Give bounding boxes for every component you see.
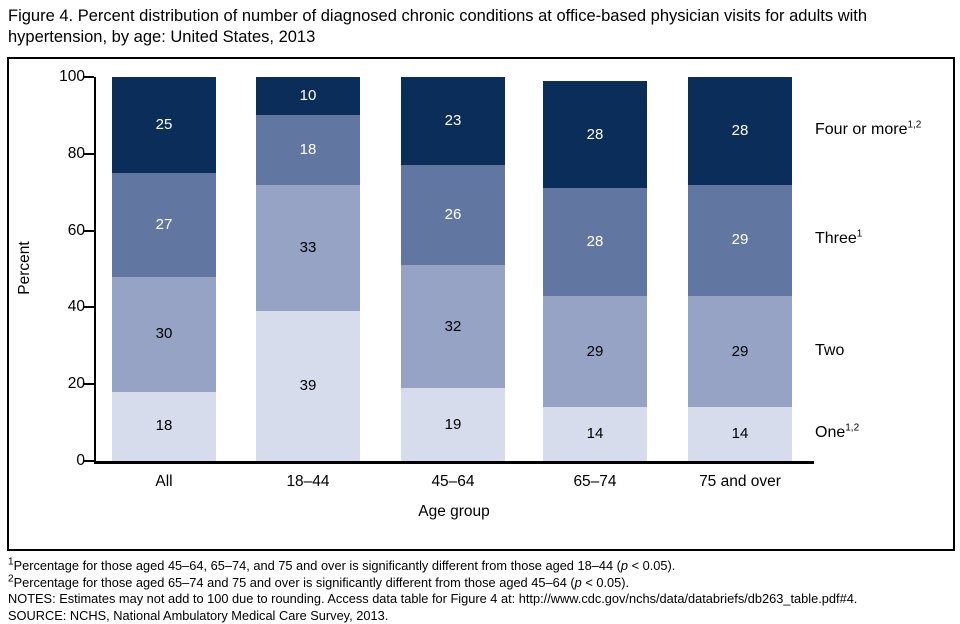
- footnote-run: Percentage for those aged 65–74 and 75 a…: [13, 574, 575, 590]
- y-tick-mark: [84, 306, 94, 309]
- figure-title: Figure 4. Percent distribution of number…: [8, 7, 868, 46]
- footnote-line: SOURCE: NCHS, National Ambulatory Medica…: [8, 608, 954, 624]
- bar-value-label: 33: [299, 238, 317, 256]
- x-axis-line: [94, 461, 814, 464]
- bar-value-label: 29: [731, 231, 749, 249]
- footnote-run: p: [574, 574, 582, 590]
- footnote-run: NOTES: Estimates may not add to 100 due …: [8, 591, 858, 606]
- bar-value-label: 18: [299, 140, 317, 158]
- bar-segment: 18: [112, 391, 216, 461]
- legend-text: Three: [815, 230, 857, 248]
- bar-value-label: 18: [155, 417, 173, 435]
- bar-segment: 19: [401, 388, 505, 461]
- y-tick-label: 80: [67, 144, 85, 162]
- bar-segment: 26: [401, 165, 505, 266]
- footnote-run: < 0.05).: [581, 574, 630, 590]
- x-tick-label: All: [155, 473, 173, 490]
- bar-segment: 28: [543, 188, 647, 296]
- legend-label: Two: [815, 342, 844, 360]
- y-tick-label: 60: [67, 221, 85, 239]
- y-tick-label: 20: [67, 375, 85, 393]
- chart-frame: Percent Age group 0 20 40 60 80 100 18 30 27 25 Al…: [7, 57, 955, 551]
- y-tick-label: 40: [67, 298, 85, 316]
- y-tick-mark: [84, 229, 94, 232]
- bar-segment: 28: [688, 77, 792, 185]
- x-tick-label: 75 and over: [699, 473, 781, 490]
- bar-segment: 10: [256, 77, 360, 116]
- bar-segment: 30: [112, 276, 216, 392]
- y-tick-label: 0: [76, 452, 85, 469]
- x-tick-label: 18–44: [286, 473, 330, 490]
- legend-text: Four or more: [815, 120, 908, 138]
- bar-segment: 33: [256, 184, 360, 312]
- footnote-run: 2: [8, 573, 14, 585]
- x-tick-label: 45–64: [431, 473, 475, 490]
- footnote-run: SOURCE: NCHS, National Ambulatory Medica…: [8, 607, 389, 623]
- bar-segment: 29: [543, 295, 647, 408]
- bar-value-label: 39: [299, 377, 317, 395]
- bar-value-label: 30: [155, 325, 173, 343]
- legend-text: One: [815, 424, 846, 442]
- y-tick-mark: [84, 76, 94, 78]
- bar-value-label: 27: [155, 215, 173, 233]
- footnote-run: < 0.05).: [628, 558, 676, 573]
- bar-value-label: 14: [731, 425, 749, 443]
- legend-label: Four or more1,2: [815, 119, 922, 139]
- bar-segment: 14: [688, 407, 792, 461]
- y-tick-mark: [84, 152, 94, 155]
- bar-value-label: 14: [586, 425, 604, 443]
- bar-segment: 18: [256, 115, 360, 185]
- bar-value-label: 19: [444, 415, 462, 433]
- bar-segment: 27: [112, 173, 216, 277]
- bar-segment: 28: [543, 80, 647, 189]
- y-tick-label: 100: [59, 68, 85, 85]
- bar-value-label: 28: [586, 233, 604, 251]
- bar-value-label: 10: [299, 87, 317, 105]
- y-axis-line: [94, 77, 96, 463]
- footnote-run: Percentage for those aged 45–64, 65–74, …: [13, 558, 621, 573]
- bar-segment: 29: [688, 295, 792, 408]
- bar-segment: 14: [543, 407, 647, 461]
- bar-segment: 25: [112, 77, 216, 173]
- legend-superscript: 1: [856, 228, 863, 240]
- y-tick-mark: [84, 460, 94, 462]
- legend-label: One1,2: [815, 422, 860, 442]
- footnote-run: p: [620, 558, 629, 573]
- legend-text: Two: [815, 341, 845, 359]
- bar-segment: 32: [401, 265, 505, 389]
- y-tick-mark: [84, 383, 94, 386]
- bar-value-label: 28: [731, 121, 749, 139]
- footnote-line: 2Percentage for those aged 65–74 and 75 …: [8, 573, 954, 592]
- bar-segment: 23: [401, 77, 505, 166]
- bar-segment: 29: [688, 184, 792, 296]
- footnote-run: 1: [8, 556, 14, 568]
- bar-segment: 39: [256, 311, 360, 461]
- legend-superscript: 1,2: [845, 422, 860, 434]
- bar-value-label: 26: [444, 206, 462, 224]
- bar-value-label: 28: [586, 125, 604, 143]
- x-tick-label: 65–74: [573, 473, 617, 490]
- bar-value-label: 29: [731, 342, 749, 360]
- footnotes: 1Percentage for those aged 45–64, 65–74,…: [8, 556, 954, 624]
- footnote-line: NOTES: Estimates may not add to 100 due …: [8, 591, 954, 608]
- bar-value-label: 29: [586, 342, 604, 360]
- plot-area: Percent Age group 0 20 40 60 80 100 18 30 27 25 Al…: [9, 59, 953, 549]
- footnote-line: 1Percentage for those aged 45–64, 65–74,…: [8, 556, 954, 575]
- legend-superscript: 1,2: [907, 119, 922, 131]
- legend-label: Three1: [815, 228, 863, 248]
- bar-value-label: 32: [444, 317, 462, 335]
- x-axis-title: Age group: [418, 503, 490, 520]
- bar-value-label: 23: [444, 112, 462, 130]
- bar-value-label: 25: [155, 116, 173, 133]
